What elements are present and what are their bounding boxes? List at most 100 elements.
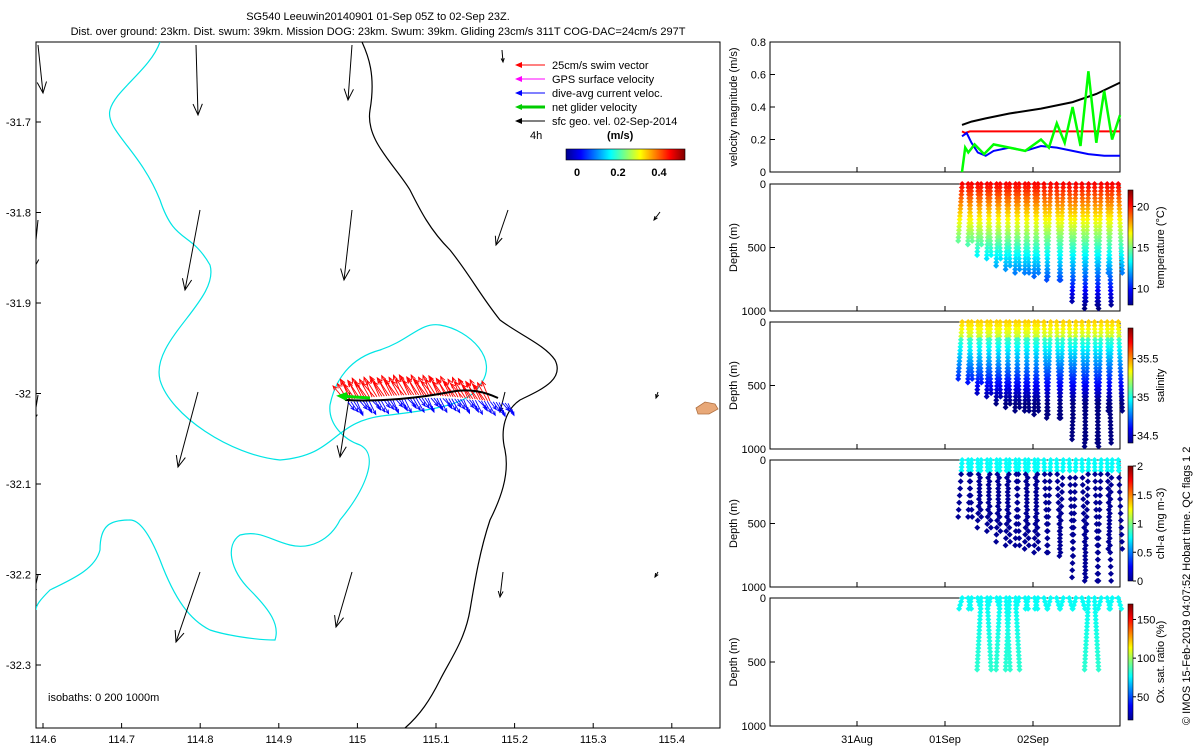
section-data-point [1091,595,1098,601]
section-data-point [975,234,982,241]
section-data-point [1060,181,1067,187]
section-data-point [964,379,971,386]
section-data-point [1106,390,1113,397]
section-data-point [1044,521,1051,528]
section-data-point [976,354,983,361]
geo-velocity-arrow [500,49,505,64]
section-data-point [985,489,992,496]
section-data-point [1096,361,1103,368]
section-data-point [1104,471,1111,478]
section-data-point [1092,209,1099,216]
section-data-point [1104,336,1111,343]
section-data-point [977,322,984,329]
section-data-point [1044,393,1051,400]
section-data-point [1083,638,1090,645]
section-data-point [1031,460,1038,467]
section-data-point [1044,255,1051,262]
swim-vector-arrow-head [442,380,449,386]
section-data-point [1023,365,1030,372]
section-data-point [1042,351,1049,358]
section-data-point [1034,184,1041,191]
section-data-point [1082,542,1089,549]
section-data-point [1045,361,1052,368]
section-data-point [1057,375,1064,382]
section-data-point [958,471,965,478]
current-vector-arrow [409,397,417,410]
section-data-point [987,241,994,248]
current-vector-arrow-head [491,411,496,417]
swim-vector-arrow-head [369,375,375,383]
isobath-label: isobaths: 0 200 1000m [48,692,159,704]
current-vector-arrow-shaft [403,398,412,413]
section-data-point [1033,485,1040,492]
section-data-point [1031,407,1038,414]
swim-vector-arrow [447,378,459,398]
section-data-point [987,181,994,187]
current-vector-arrow-head [434,402,439,407]
section-data-point [983,255,990,262]
section-data-point [993,400,1000,407]
swim-vector-arrow-head [344,383,349,390]
section-data-point [1116,198,1123,205]
section-data-point [985,351,992,358]
section-data-point [1083,230,1090,237]
section-data-point [975,638,982,645]
section-data-point [1013,227,1020,234]
section-data-point [1035,181,1041,187]
section-data-point [1012,184,1019,191]
section-data-point [1012,460,1019,467]
section-data-point [1106,241,1113,248]
section-data-point [986,205,993,212]
section-data-point [1081,577,1088,584]
section-data-point [1033,354,1040,361]
current-vector-arrow [368,400,377,416]
section-data-point [1024,343,1031,350]
section-data-point [1031,390,1038,397]
section-data-point [1053,322,1060,329]
section-data-point [1107,556,1114,563]
section-data-point [1080,358,1087,365]
section-data-point [1034,326,1041,333]
colorbar-label: chl-a (mg m-3) [1155,488,1167,560]
section-data-point [987,322,994,329]
section-data-point [1003,513,1010,520]
section-data-point [1054,198,1061,205]
section-data-point [1012,266,1019,273]
swim-vector-arrow-head [351,377,357,384]
section-data-point [1013,506,1020,513]
swim-vector-arrow-head [347,379,353,386]
section-data-point [958,329,965,336]
current-vector-arrow-head [377,405,382,411]
section-data-point [1119,404,1126,411]
current-vector-arrow-head [456,402,462,408]
legend-item-label: dive-avg current veloc. [552,88,663,100]
section-data-point [1108,195,1115,202]
geo-velocity-arrow [181,209,201,292]
section-data-point [974,319,981,325]
panel-y-label: velocity magnitude (m/s) [728,47,740,166]
section-data-point [987,191,994,198]
colorbar-label: Ox. sat. ratio (%) [1155,621,1167,704]
section-data-point [986,343,993,350]
section-data-point [967,191,974,198]
section-data-point [1058,368,1065,375]
section-data-point [1042,492,1049,499]
section-data-point [1092,471,1099,478]
section-data-point [1079,329,1086,336]
section-data-point [1059,340,1066,347]
current-vector-arrow-head [385,409,390,415]
section-data-point [956,223,963,230]
section-data-point [1046,205,1053,212]
section-data-point [1015,322,1022,329]
colorbar-tick-label: 1 [1137,519,1143,531]
section-data-point [966,213,973,220]
title-line-1: SG540 Leeuwin20140901 01-Sep 05Z to 02-S… [246,11,510,23]
current-vector-arrow-head [416,406,421,412]
time-axis-tick-label: 31Aug [841,734,873,746]
colorbar-tick-label: 15 [1137,243,1149,255]
swim-vector-arrow-head [440,375,446,383]
swim-vector-arrow [420,380,434,396]
swim-vector-arrow-shaft [443,380,456,398]
current-vector-arrow [400,398,408,412]
section-data-point [1084,347,1091,354]
